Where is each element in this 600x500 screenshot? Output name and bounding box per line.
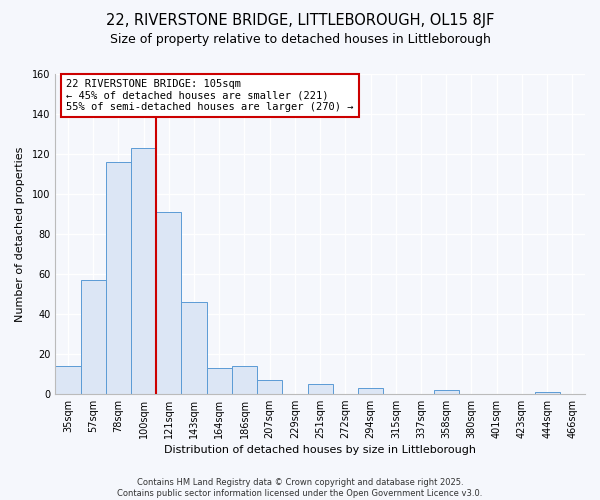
Bar (358, 388, 383, 394)
Bar (106, 162, 131, 394)
Bar (156, 212, 181, 394)
Bar (257, 380, 283, 394)
Text: Contains HM Land Registry data © Crown copyright and database right 2025.
Contai: Contains HM Land Registry data © Crown c… (118, 478, 482, 498)
Bar (232, 366, 257, 394)
Text: 22, RIVERSTONE BRIDGE, LITTLEBOROUGH, OL15 8JF: 22, RIVERSTONE BRIDGE, LITTLEBOROUGH, OL… (106, 12, 494, 28)
Bar (535, 392, 560, 394)
Y-axis label: Number of detached properties: Number of detached properties (15, 146, 25, 322)
Bar (308, 384, 333, 394)
X-axis label: Distribution of detached houses by size in Littleborough: Distribution of detached houses by size … (164, 445, 476, 455)
Bar (434, 390, 459, 394)
Bar (80, 280, 106, 394)
Bar (55, 366, 80, 394)
Bar (206, 368, 232, 394)
Text: Size of property relative to detached houses in Littleborough: Size of property relative to detached ho… (110, 32, 490, 46)
Bar (131, 148, 156, 394)
Bar (181, 302, 206, 394)
Text: 22 RIVERSTONE BRIDGE: 105sqm
← 45% of detached houses are smaller (221)
55% of s: 22 RIVERSTONE BRIDGE: 105sqm ← 45% of de… (66, 79, 353, 112)
